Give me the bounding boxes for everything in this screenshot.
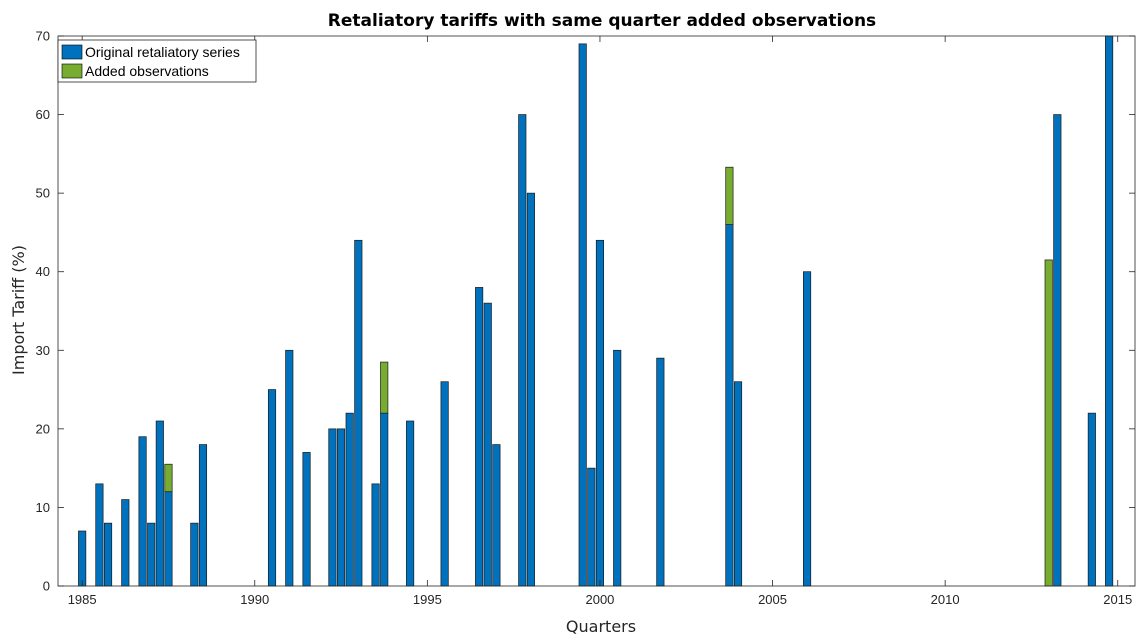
bar-original-30 xyxy=(656,357,665,587)
bar-original-26 xyxy=(578,43,587,587)
bar-original-27 xyxy=(587,467,596,587)
bar-original-3 xyxy=(121,499,130,587)
legend-label-added: Added observations xyxy=(85,63,209,79)
bar-original-10 xyxy=(267,389,277,587)
bar-original-12 xyxy=(302,452,311,587)
bar-original-19 xyxy=(406,420,415,587)
x-axis-label: Quarters xyxy=(566,617,636,635)
bar-original-5 xyxy=(147,522,156,587)
bar-original-25 xyxy=(526,192,535,587)
bar-added-0 xyxy=(164,463,173,493)
bar-original-8 xyxy=(190,522,199,587)
y-axis-label: Import Tariff (%) xyxy=(9,245,28,375)
bar-original-31 xyxy=(725,224,734,587)
bar-original-7 xyxy=(164,491,173,587)
bar-original-29 xyxy=(613,349,622,587)
legend-box xyxy=(57,39,257,83)
x-tick-label-3: 2000 xyxy=(585,592,614,607)
bar-original-33 xyxy=(803,271,812,587)
bar-original-14 xyxy=(337,428,346,587)
y-tick-label-3: 30 xyxy=(36,343,50,358)
y-tick-label-2: 20 xyxy=(36,421,50,436)
bar-original-15 xyxy=(345,412,354,587)
y-tick-label-4: 40 xyxy=(36,264,50,279)
x-tick-label-2: 1995 xyxy=(413,592,442,607)
chart-title: Retaliatory tariffs with same quarter ad… xyxy=(328,11,876,31)
bar-group xyxy=(78,35,1114,587)
bar-original-23 xyxy=(492,444,501,587)
bar-original-21 xyxy=(475,287,484,587)
bar-original-28 xyxy=(595,239,605,587)
bar-original-16 xyxy=(354,239,363,587)
legend: Original retaliatory series Added observ… xyxy=(57,39,257,83)
bar-added-1 xyxy=(380,361,389,414)
bar-original-36 xyxy=(1105,35,1114,587)
bar-original-34 xyxy=(1053,114,1062,587)
bar-original-35 xyxy=(1087,412,1096,587)
y-tick-label-7: 70 xyxy=(36,29,50,44)
y-tick-label-0: 0 xyxy=(43,579,50,594)
plot-frame xyxy=(57,35,1136,587)
x-tick-label-5: 2010 xyxy=(931,592,960,607)
y-tick-label-6: 60 xyxy=(36,107,50,122)
bar-original-2 xyxy=(103,522,113,587)
bar-original-20 xyxy=(440,381,449,587)
bar-added-3 xyxy=(1044,259,1053,587)
bar-original-22 xyxy=(483,302,492,587)
bar-original-4 xyxy=(138,436,147,587)
x-tick-label-1: 1990 xyxy=(240,592,269,607)
bar-added-2 xyxy=(725,166,734,225)
legend-swatch-added xyxy=(61,63,83,79)
x-tick-label-4: 2005 xyxy=(758,592,787,607)
bar-original-32 xyxy=(733,381,743,587)
y-tick-label-5: 50 xyxy=(36,186,50,201)
bar-original-0 xyxy=(78,530,87,587)
bar-original-11 xyxy=(285,349,294,587)
y-tick-label-1: 10 xyxy=(36,500,50,515)
x-tick-label-6: 2015 xyxy=(1103,592,1132,607)
bar-original-17 xyxy=(371,483,380,587)
bar-original-18 xyxy=(380,412,389,587)
bar-original-9 xyxy=(198,444,208,587)
bar-original-24 xyxy=(518,114,527,587)
bar-original-1 xyxy=(95,483,104,587)
bar-original-13 xyxy=(328,428,337,587)
bar-original-6 xyxy=(155,420,164,587)
axes: 0 10 20 30 40 50 60 70 1985 1990 1995 2000 2005 2010 2… xyxy=(36,29,1136,607)
legend-label-original: Original retaliatory series xyxy=(85,44,240,60)
legend-swatch-original xyxy=(61,44,83,60)
x-tick-label-0: 1985 xyxy=(68,592,97,607)
